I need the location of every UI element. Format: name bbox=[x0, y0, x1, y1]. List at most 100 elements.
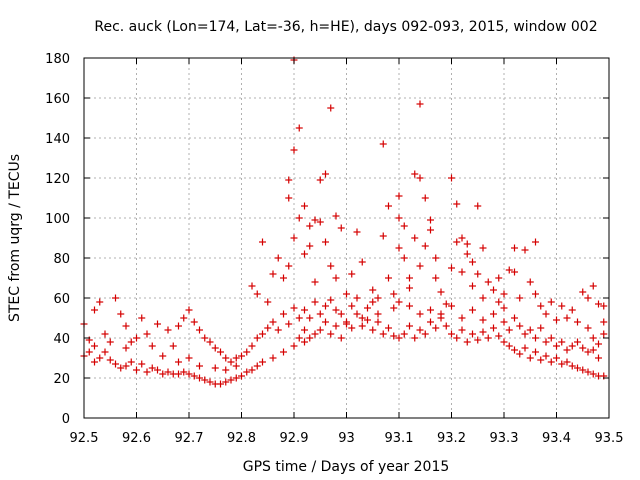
data-point bbox=[505, 342, 513, 350]
data-point bbox=[411, 334, 419, 342]
data-point bbox=[238, 372, 245, 380]
x-axis-label: GPS time / Days of year 2015 bbox=[243, 459, 450, 475]
data-point bbox=[185, 354, 193, 362]
data-point bbox=[469, 282, 476, 290]
data-point bbox=[364, 304, 371, 312]
data-point bbox=[274, 326, 282, 334]
data-point bbox=[500, 304, 508, 312]
data-point bbox=[453, 200, 461, 208]
data-point bbox=[521, 344, 529, 352]
data-point bbox=[96, 354, 104, 362]
data-point bbox=[563, 346, 571, 354]
data-point bbox=[306, 222, 314, 230]
data-point bbox=[458, 314, 466, 322]
x-tick-label: 93.3 bbox=[490, 431, 519, 446]
data-point bbox=[500, 318, 508, 326]
data-point bbox=[495, 332, 503, 340]
x-tick-label: 93.2 bbox=[437, 431, 466, 446]
data-point bbox=[337, 224, 345, 232]
x-tick-label: 93.1 bbox=[385, 431, 414, 446]
data-point bbox=[479, 244, 487, 252]
data-point bbox=[395, 192, 403, 200]
data-point bbox=[217, 380, 224, 388]
data-point bbox=[411, 170, 419, 178]
data-point bbox=[589, 334, 597, 342]
data-point bbox=[474, 270, 482, 278]
data-point bbox=[458, 326, 466, 334]
data-point bbox=[505, 326, 513, 334]
data-point bbox=[406, 284, 413, 292]
data-point bbox=[584, 294, 592, 302]
data-point bbox=[243, 368, 251, 376]
data-point bbox=[222, 378, 230, 386]
data-point bbox=[526, 278, 534, 286]
data-point bbox=[138, 314, 146, 322]
data-point bbox=[306, 334, 314, 342]
data-point bbox=[327, 262, 335, 270]
data-point bbox=[217, 348, 224, 356]
data-point bbox=[458, 234, 466, 242]
data-point bbox=[500, 290, 508, 298]
data-point bbox=[432, 254, 440, 262]
data-point bbox=[400, 254, 408, 262]
data-point bbox=[322, 302, 329, 310]
data-point bbox=[327, 330, 335, 338]
y-tick-label: 140 bbox=[45, 132, 70, 147]
y-tick-label: 120 bbox=[45, 172, 70, 187]
data-point bbox=[327, 296, 335, 304]
data-point bbox=[416, 174, 424, 182]
data-point bbox=[322, 170, 329, 178]
x-tick-label: 92.6 bbox=[122, 431, 151, 446]
data-point bbox=[374, 294, 382, 302]
data-point bbox=[232, 362, 240, 370]
y-tick-label: 180 bbox=[45, 52, 70, 67]
data-point bbox=[337, 310, 345, 318]
data-point bbox=[526, 354, 534, 362]
data-point bbox=[211, 364, 219, 372]
data-point bbox=[358, 314, 366, 322]
chart-title: Rec. auck (Lon=174, Lat=-36, h=HE), days… bbox=[94, 19, 597, 35]
data-point bbox=[484, 278, 492, 286]
data-point bbox=[521, 330, 529, 338]
y-tick-label: 160 bbox=[45, 92, 70, 107]
data-point bbox=[269, 270, 277, 278]
data-point bbox=[589, 282, 597, 290]
x-tick-label: 92.9 bbox=[280, 431, 309, 446]
data-point bbox=[469, 330, 476, 338]
data-point bbox=[353, 294, 361, 302]
data-point bbox=[196, 326, 203, 334]
data-point bbox=[469, 258, 476, 266]
data-point bbox=[301, 306, 308, 314]
data-point bbox=[253, 334, 261, 342]
data-point bbox=[122, 322, 130, 330]
data-point bbox=[453, 238, 461, 246]
data-point bbox=[448, 174, 455, 182]
data-point bbox=[374, 318, 382, 326]
data-point bbox=[379, 232, 387, 240]
data-point bbox=[463, 338, 471, 346]
data-point bbox=[180, 314, 188, 322]
data-point bbox=[269, 318, 277, 326]
data-point bbox=[595, 300, 602, 308]
y-tick-label: 40 bbox=[53, 332, 70, 347]
data-point bbox=[595, 354, 602, 362]
data-point bbox=[91, 342, 98, 350]
data-point bbox=[385, 324, 392, 332]
data-point bbox=[521, 246, 529, 254]
data-point bbox=[437, 310, 445, 318]
data-point bbox=[400, 222, 408, 230]
x-tick-label: 93 bbox=[338, 431, 355, 446]
data-point bbox=[348, 302, 356, 310]
data-point bbox=[563, 314, 571, 322]
data-point bbox=[248, 342, 256, 350]
data-point bbox=[180, 368, 188, 376]
data-point bbox=[301, 250, 308, 258]
data-point bbox=[264, 324, 272, 332]
y-tick-label: 80 bbox=[53, 252, 70, 267]
data-point bbox=[574, 338, 581, 346]
data-point bbox=[595, 340, 602, 348]
data-point bbox=[369, 326, 377, 334]
data-point bbox=[600, 318, 608, 326]
data-point bbox=[196, 362, 203, 370]
